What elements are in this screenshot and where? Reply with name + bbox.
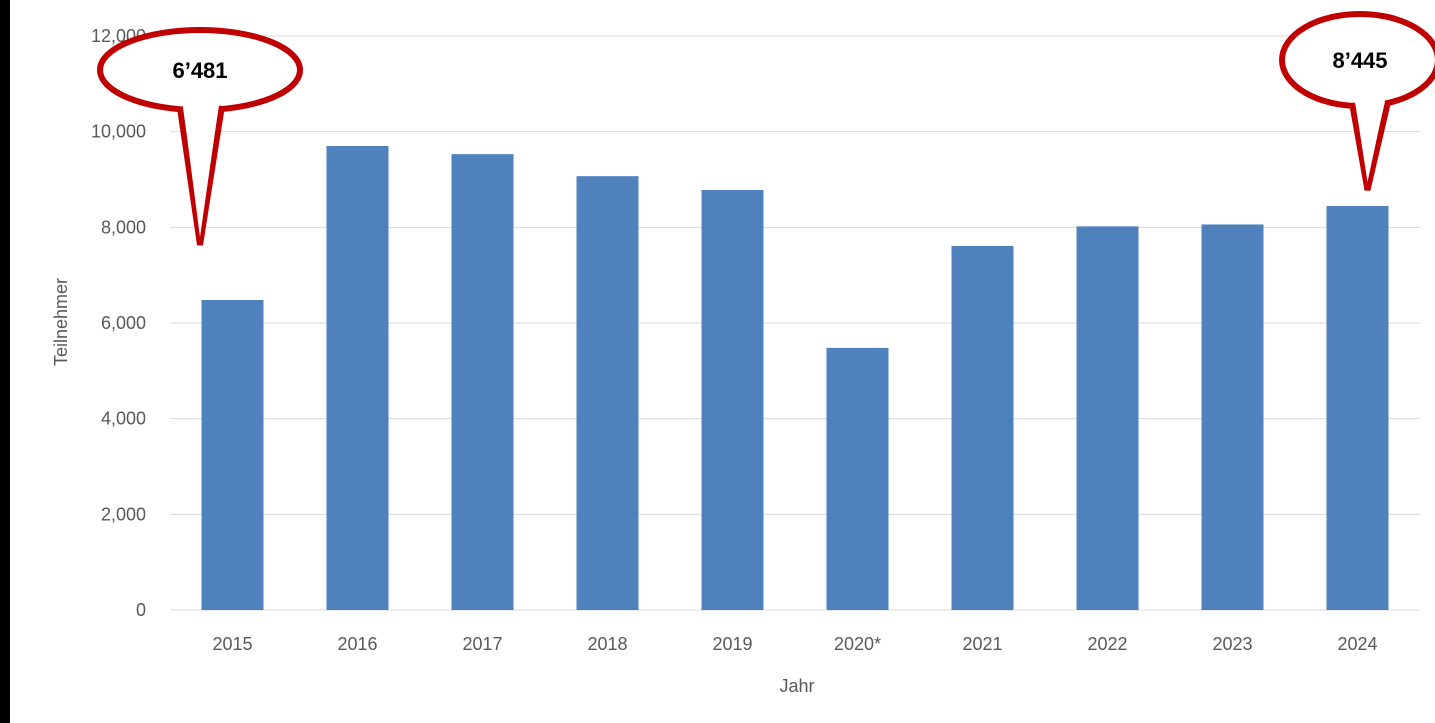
bar-2022	[1076, 226, 1139, 611]
bar-2017	[451, 154, 514, 611]
y-tick-label: 8,000	[101, 217, 146, 237]
bar-2020	[826, 347, 889, 610]
callout-pointer-fill	[1355, 100, 1385, 183]
y-tick-label: 0	[136, 600, 146, 620]
callouts: 6’481 8’445	[97, 11, 1435, 246]
y-axis-title: Teilnehmer	[51, 278, 71, 366]
x-tick-label: 2017	[462, 634, 502, 654]
bar-2023	[1201, 224, 1264, 611]
x-tick-label: 2023	[1212, 634, 1252, 654]
x-axis-title: Jahr	[779, 676, 814, 696]
bar-2021	[951, 245, 1014, 610]
x-tick-label: 2018	[587, 634, 627, 654]
bar-2019	[701, 190, 764, 611]
x-tick-label: 2015	[212, 634, 252, 654]
x-tick-label: 2024	[1337, 634, 1377, 654]
x-tick-label: 2019	[712, 634, 752, 654]
x-tick-label: 2016	[337, 634, 377, 654]
x-tick-label: 2021	[962, 634, 1002, 654]
x-tick-label: 2022	[1087, 634, 1127, 654]
x-axis-ticks: 2015 2016 2017 2018 2019 2020* 2021 2022 2023 202…	[212, 634, 1377, 654]
callout-label: 6’481	[172, 58, 227, 83]
callout-bubble: 6’481	[97, 27, 303, 246]
bar-2024	[1326, 206, 1389, 611]
y-tick-label: 4,000	[101, 409, 146, 429]
y-tick-label: 10,000	[91, 122, 146, 142]
bar-2015	[201, 299, 264, 610]
y-tick-label: 2,000	[101, 504, 146, 524]
y-tick-label: 6,000	[101, 313, 146, 333]
callout-label: 8’445	[1332, 48, 1387, 73]
callout-pointer-fill	[183, 104, 219, 237]
bar-2016	[326, 146, 389, 610]
x-tick-label: 2020*	[834, 634, 881, 654]
bar-2018	[576, 176, 639, 610]
bars	[201, 146, 1389, 611]
callout-bubble: 8’445	[1279, 11, 1435, 191]
